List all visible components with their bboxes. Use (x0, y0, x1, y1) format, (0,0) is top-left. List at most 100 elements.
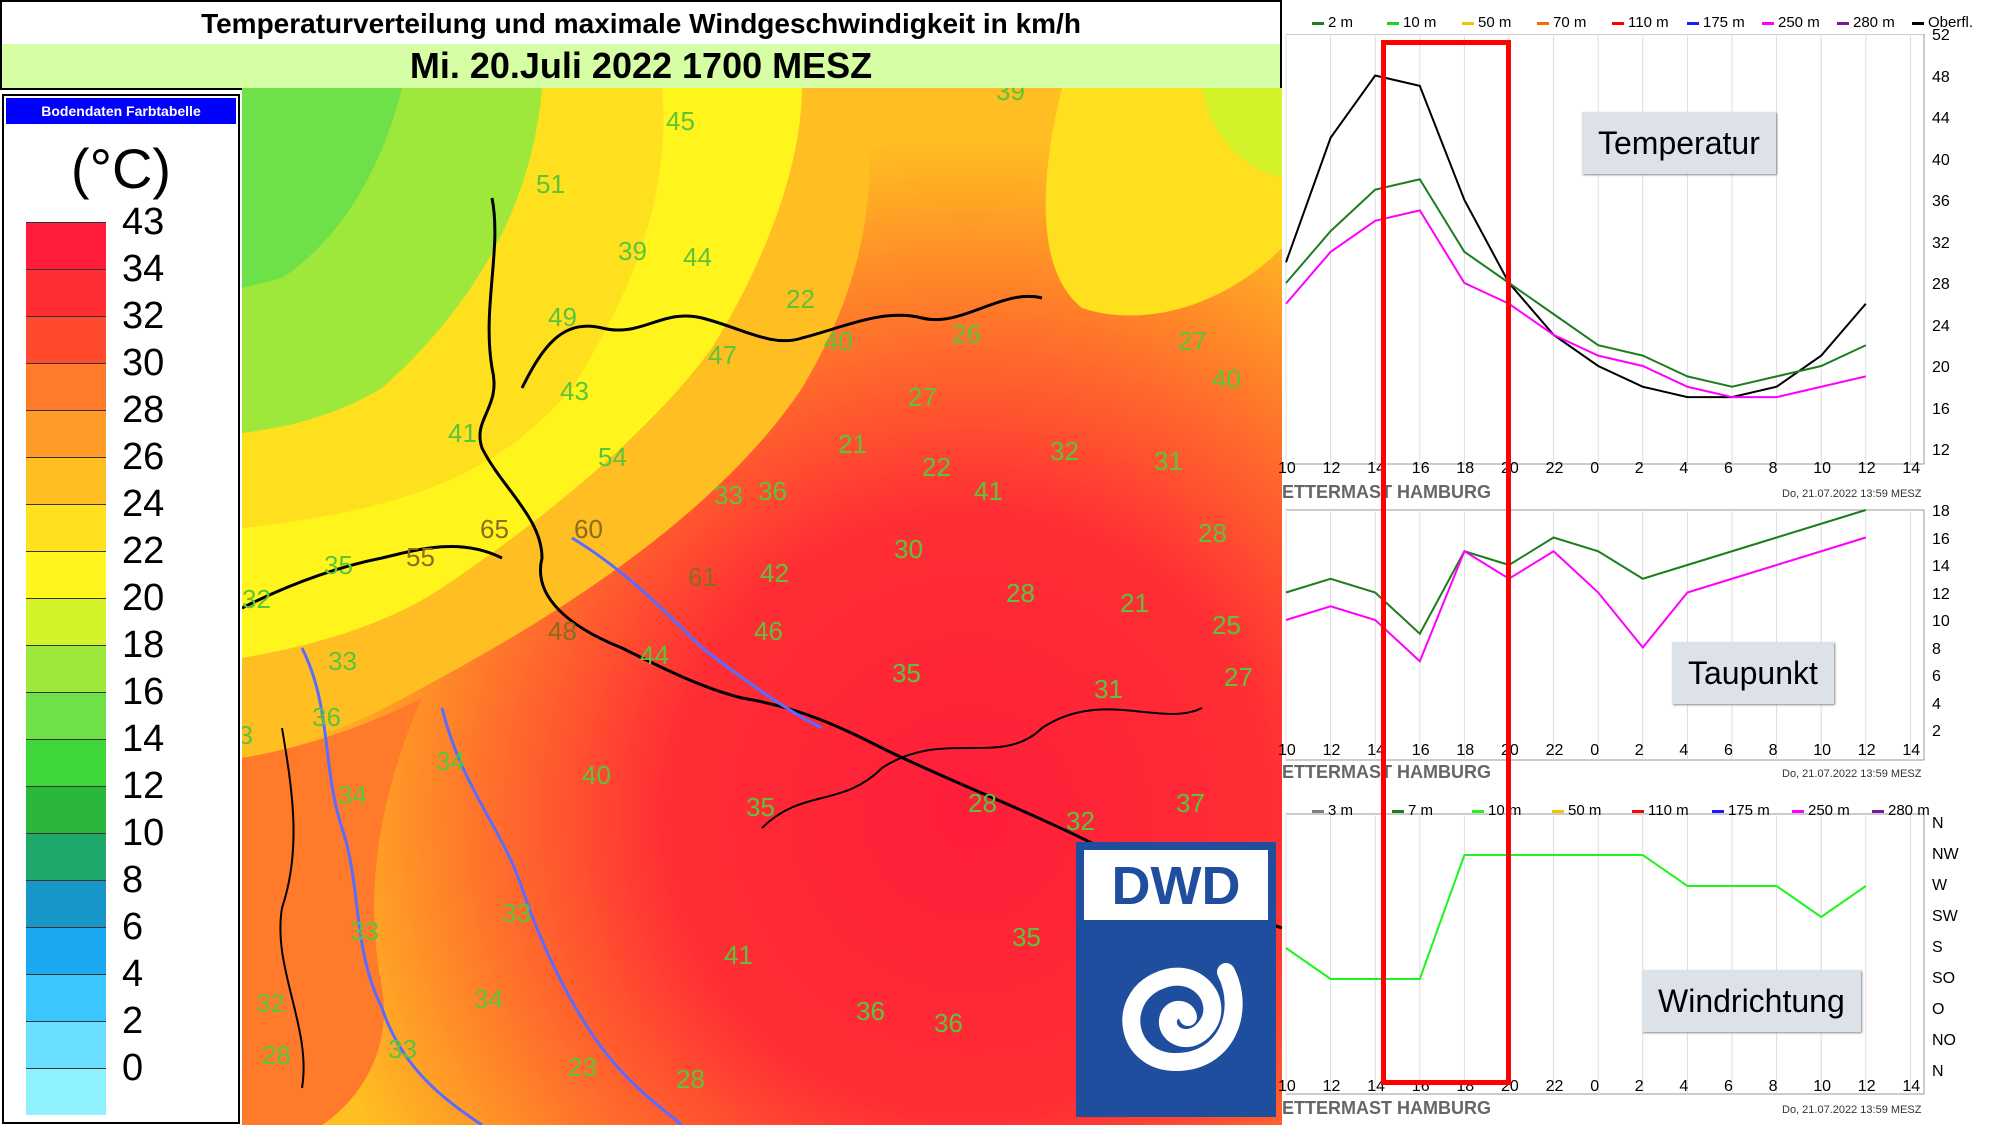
wind-value: 46 (754, 616, 783, 646)
legend-entry: 50 m (1552, 802, 1601, 819)
legend-label: 14 (122, 718, 165, 760)
legend-entry: 175 m (1712, 802, 1770, 819)
x-tick-label: 16 (1411, 460, 1430, 477)
y-tick-label: W (1932, 877, 1948, 894)
legend-label: 26 (122, 436, 165, 478)
legend-swatch (26, 1068, 106, 1115)
legend-entry-label: 2 m (1328, 14, 1354, 31)
legend-entry: 50 m (1462, 14, 1511, 31)
y-tick-label: NW (1932, 846, 1959, 863)
y-tick-label: 12 (1932, 442, 1950, 459)
x-tick-label: 14 (1367, 460, 1385, 477)
wind-value: 41 (448, 418, 477, 448)
legend-entry-label: 50 m (1568, 802, 1602, 819)
temperature-map-panel: Temperaturverteilung und maximale Windge… (0, 0, 1282, 1125)
legend-label: 0 (122, 1047, 144, 1089)
x-tick-label: 10 (1813, 1078, 1831, 1095)
wind-value: 39 (618, 236, 647, 266)
legend-swatch (26, 786, 106, 833)
y-tick-label: 32 (1932, 234, 1950, 252)
wind-value: 21 (1120, 588, 1149, 618)
x-tick-label: 14 (1902, 460, 1921, 477)
x-tick-label: 12 (1322, 460, 1341, 477)
wind-value: 27 (908, 382, 937, 412)
legend-label: 22 (122, 530, 165, 572)
legend-label: 34 (122, 248, 165, 290)
y-tick-label: 16 (1932, 530, 1950, 548)
legend-swatch (1912, 21, 1924, 25)
dwd-logo: DWD (1076, 842, 1276, 1117)
wind-value: 61 (688, 562, 717, 592)
x-tick-label: 2 (1634, 1078, 1644, 1095)
wind-value: 27 (1224, 662, 1253, 692)
legend-entry-label: 175 m (1703, 14, 1745, 31)
wind-value: 47 (708, 340, 737, 370)
dewpoint-station: ETTERMAST HAMBURG (1282, 762, 1491, 782)
x-tick-label: 4 (1679, 742, 1689, 759)
legend-swatch (1392, 809, 1404, 813)
y-tick-label: 12 (1932, 585, 1950, 603)
legend-entry: Oberfl. (1912, 14, 1973, 31)
legend-swatch (26, 927, 106, 974)
legend-entry: 110 m (1612, 14, 1669, 31)
legend-label: 20 (122, 577, 165, 619)
map-title-box: Temperaturverteilung und maximale Windge… (0, 0, 1282, 90)
legend-entry: 250 m (1762, 14, 1820, 31)
wind-direction-timestamp: Do, 21.07.2022 13:59 MESZ (1782, 1104, 1922, 1116)
wind-value: 33 (388, 1034, 417, 1064)
legend-swatch (1792, 809, 1804, 813)
wind-value: 28 (1198, 518, 1227, 548)
legend-swatch (26, 692, 106, 739)
wind-value: 34 (436, 746, 465, 776)
x-tick-label: 0 (1590, 460, 1600, 477)
wind-value: 35 (1012, 922, 1041, 952)
legend-entry-label: 50 m (1478, 14, 1512, 31)
dwd-logo-text: DWD (1112, 856, 1241, 916)
legend-header: Bodendaten Farbtabelle (6, 98, 236, 124)
legend-entry-label: 280 m (1888, 802, 1930, 819)
legend-swatch (1712, 809, 1724, 813)
wind-value: 34 (474, 984, 503, 1014)
legend-swatch (1632, 809, 1644, 813)
wind-value: 36 (312, 702, 341, 732)
temperature-station: ETTERMAST HAMBURG (1282, 482, 1491, 502)
legend-unit: (°C) (70, 137, 172, 200)
wind-value: 40 (824, 326, 853, 356)
legend-swatch (26, 598, 106, 645)
wind-value: 49 (548, 302, 577, 332)
wind-value: 34 (338, 780, 367, 810)
x-tick-label: 4 (1679, 1078, 1689, 1095)
wind-value: 41 (974, 476, 1003, 506)
map-area: 39 45 51 39 44 22 49 47 40 26 27 40 43 27 41 21 22 32 31 54… (242, 88, 1282, 1125)
legend-swatch (1612, 21, 1624, 25)
legend-swatch (1472, 809, 1484, 813)
legend-entry-label: 7 m (1408, 802, 1434, 819)
wind-direction-station: ETTERMAST HAMBURG (1282, 1098, 1491, 1118)
legend-label: 32 (122, 295, 165, 337)
x-tick-label: 18 (1456, 742, 1475, 759)
legend-entry-label: 70 m (1553, 14, 1587, 31)
y-tick-label: 20 (1932, 359, 1950, 376)
wind-value: 36 (856, 996, 885, 1026)
legend-label: 10 (122, 812, 165, 854)
wind-value: 22 (922, 452, 951, 482)
legend-swatch (1462, 21, 1474, 25)
color-legend: Bodendaten Farbtabelle (°C) 43 34 32 30 28 26… (2, 94, 240, 1124)
y-tick-label: SW (1932, 908, 1958, 925)
wind-value: 28 (676, 1064, 705, 1094)
wind-value: 22 (786, 284, 815, 314)
x-tick-label: 22 (1545, 460, 1564, 477)
legend-swatch (26, 833, 106, 880)
y-tick-label: O (1932, 1001, 1945, 1018)
x-tick-label: 12 (1857, 742, 1876, 759)
wind-value: 51 (536, 169, 565, 199)
y-tick-label: NO (1932, 1032, 1956, 1049)
y-tick-label: S (1932, 939, 1943, 956)
wind-value: 32 (242, 584, 271, 614)
legend-entry: 70 m (1537, 14, 1586, 31)
legend-label: 2 (122, 1000, 144, 1042)
legend-swatch (26, 222, 106, 269)
legend-label: 30 (122, 342, 165, 384)
temperature-legend: 2 m 10 m 50 m 70 m 110 m 175 m 250 m 280 m Oberf… (1282, 14, 2000, 34)
legend-swatch (26, 880, 106, 927)
